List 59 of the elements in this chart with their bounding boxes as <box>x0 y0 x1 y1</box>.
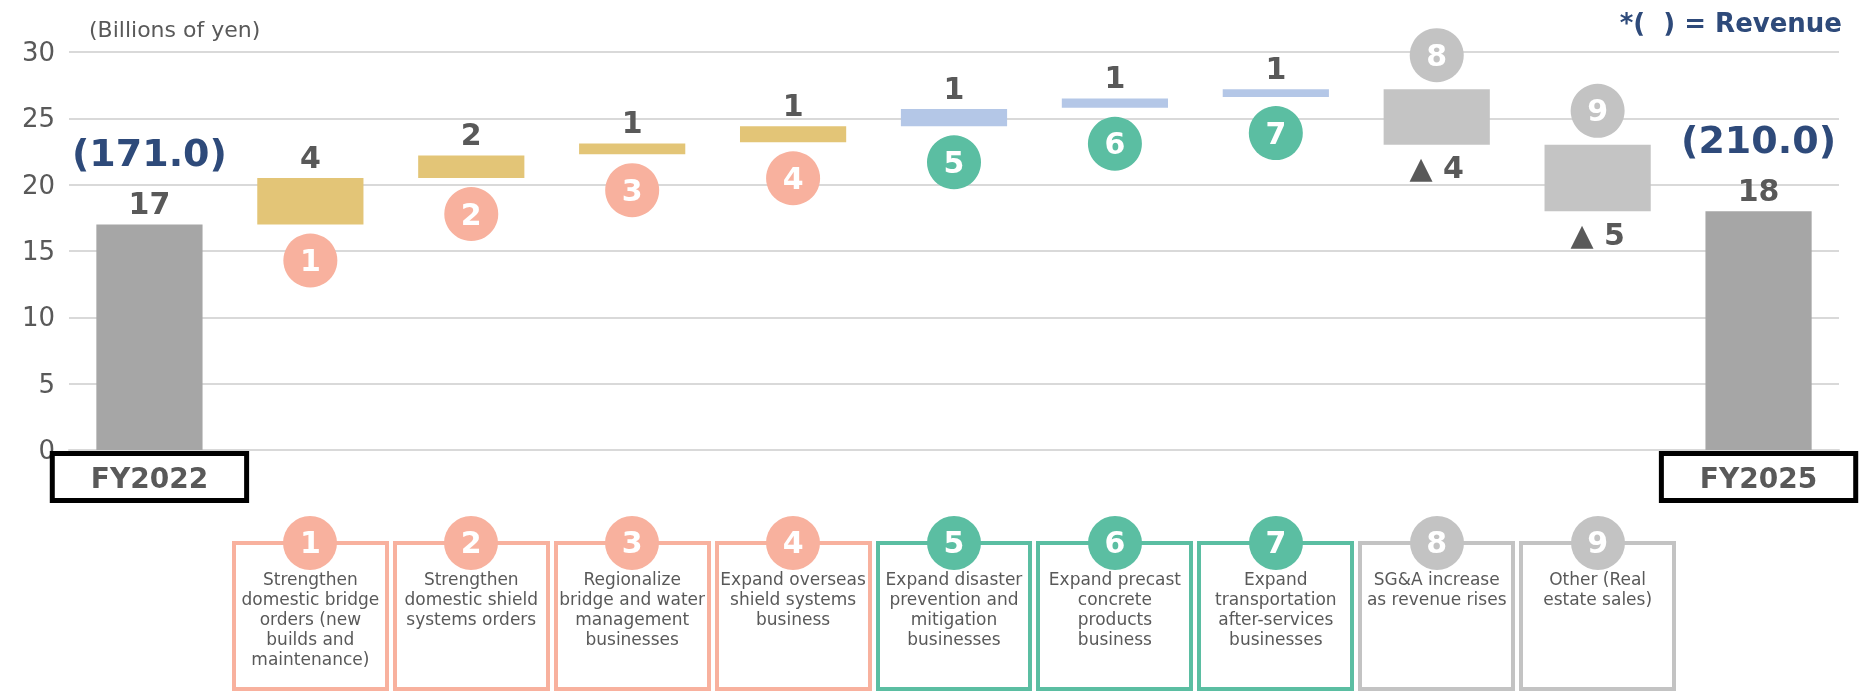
text: 3 <box>621 525 643 560</box>
data-label: 1 <box>1265 50 1287 86</box>
y-tick-label: 10 <box>21 302 55 333</box>
x-tick-label: Expand transportation after-services businesses <box>1214 569 1338 649</box>
bar <box>739 126 847 143</box>
x-tick-label: Expand overseas shield systems business <box>719 569 867 629</box>
data-label: ▲ 5 <box>1570 216 1625 252</box>
data-label: 1 <box>1104 59 1126 95</box>
y-axis-title: (Billions of yen) <box>89 16 261 42</box>
y-tick-label: 5 <box>38 368 55 399</box>
annotation: 9 <box>1587 93 1609 129</box>
text: 8 <box>1426 525 1448 560</box>
y-tick-label: 20 <box>21 169 55 200</box>
x-tick-label: FY2025 <box>1699 461 1818 495</box>
y-tick-label: 15 <box>21 236 55 266</box>
annotation: (171.0) <box>71 131 227 176</box>
x-tick-label: Expand precast concrete products business <box>1047 569 1182 649</box>
x-tick-label: Strengthen domestic bridge orders (new builds and maintenance) <box>240 569 381 669</box>
annotation: 2 <box>460 196 482 232</box>
bar <box>900 109 1008 127</box>
bar <box>1544 144 1651 212</box>
annotation: 1 <box>299 242 321 278</box>
x-tick-label: SG&A increase as revenue rises <box>1365 569 1508 609</box>
annotation: 4 <box>782 160 804 196</box>
x-tick-label: Other (Real estate sales) <box>1542 569 1654 609</box>
data-label: 1 <box>943 70 965 106</box>
annotation: 3 <box>621 172 643 208</box>
text: 7 <box>1265 525 1287 560</box>
y-tick-label: 30 <box>21 37 55 67</box>
data-label: 17 <box>128 185 171 221</box>
data-label: 2 <box>460 116 482 152</box>
y-tick-label: 25 <box>21 103 55 134</box>
annotation: (210.0) <box>1681 118 1837 163</box>
annotation: 6 <box>1104 126 1126 162</box>
bar <box>1061 98 1169 108</box>
bar <box>1383 89 1490 145</box>
text: *( ) = Revenue <box>1619 8 1843 38</box>
annotation: 7 <box>1265 115 1287 151</box>
annotation: 5 <box>943 144 965 180</box>
text: 9 <box>1587 525 1609 560</box>
text: 6 <box>1104 525 1126 560</box>
x-tick-label: Expand disaster prevention and mitigation businesses <box>884 569 1024 649</box>
text: 5 <box>943 525 965 560</box>
bar <box>257 178 364 225</box>
data-label: 1 <box>782 87 804 123</box>
data-label: 1 <box>621 105 643 141</box>
text: 1 <box>299 525 321 560</box>
bar <box>1222 89 1329 98</box>
data-label: 18 <box>1737 172 1780 208</box>
x-tick-label: FY2022 <box>90 461 209 495</box>
data-label: ▲ 4 <box>1409 150 1464 186</box>
annotation: 8 <box>1426 37 1448 73</box>
bar <box>418 155 525 179</box>
x-tick-label: Regionalize bridge and water management businesses <box>558 569 706 649</box>
text: 2 <box>460 525 482 560</box>
bar <box>579 143 686 155</box>
data-label: 4 <box>299 139 321 175</box>
text: 4 <box>782 525 804 560</box>
x-tick-label: Strengthen domestic shield systems orders <box>403 569 540 629</box>
